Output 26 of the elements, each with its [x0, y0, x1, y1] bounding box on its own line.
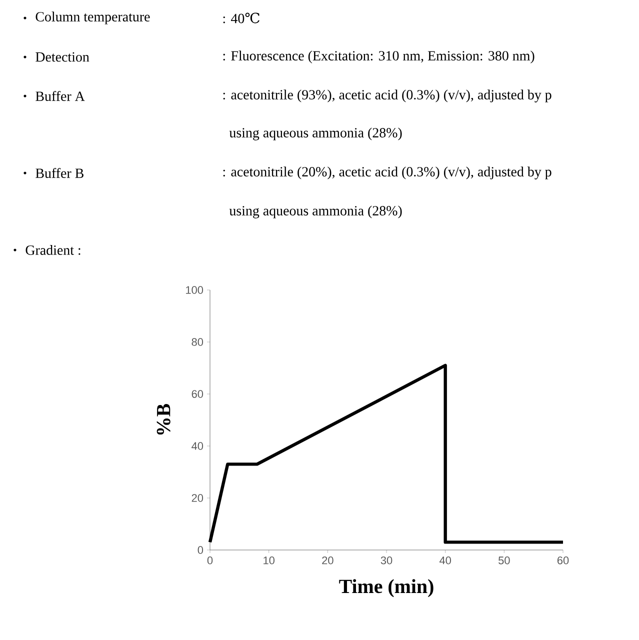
- x-tick-label: 60: [557, 556, 569, 564]
- text: Gradient :: [26, 245, 80, 255]
- x-tick-label: 40: [439, 556, 451, 564]
- y-axis-title: %B: [156, 404, 170, 435]
- y-tick-label: 20: [192, 494, 204, 502]
- text: using aqueous ammonia (28%): [229, 206, 402, 218]
- y-tick-label: 60: [192, 390, 204, 398]
- x-tick-label: 0: [207, 556, 213, 564]
- x-tick-label: 20: [322, 556, 334, 564]
- y-tick-label: 40: [192, 442, 204, 450]
- text: Buffer A: [36, 91, 85, 101]
- text: Column temperature: [36, 12, 150, 24]
- x-tick-label: 30: [380, 556, 392, 564]
- text: Buffer B: [36, 168, 84, 178]
- y-tick-label: 80: [192, 338, 204, 346]
- text: Detection: [36, 52, 90, 62]
- text: : acetonitrile (93%), acetic acid (0.3%) (v/v), adjusted by p: [223, 90, 552, 102]
- text: : 40℃: [223, 12, 260, 24]
- text: : Fluorescence (Excitation: 310 nm, Emission: 380 nm): [223, 50, 534, 64]
- x-tick-label: 50: [498, 556, 510, 564]
- text: using aqueous ammonia (28%): [229, 128, 402, 140]
- y-tick-label: 0: [198, 546, 204, 554]
- x-tick-label: 10: [264, 556, 274, 564]
- y-tick-label: 100: [186, 286, 204, 294]
- x-axis-title: Time (min): [339, 579, 434, 598]
- text: : acetonitrile (20%), acetic acid (0.3%) (v/v), adjusted by p: [223, 166, 552, 180]
